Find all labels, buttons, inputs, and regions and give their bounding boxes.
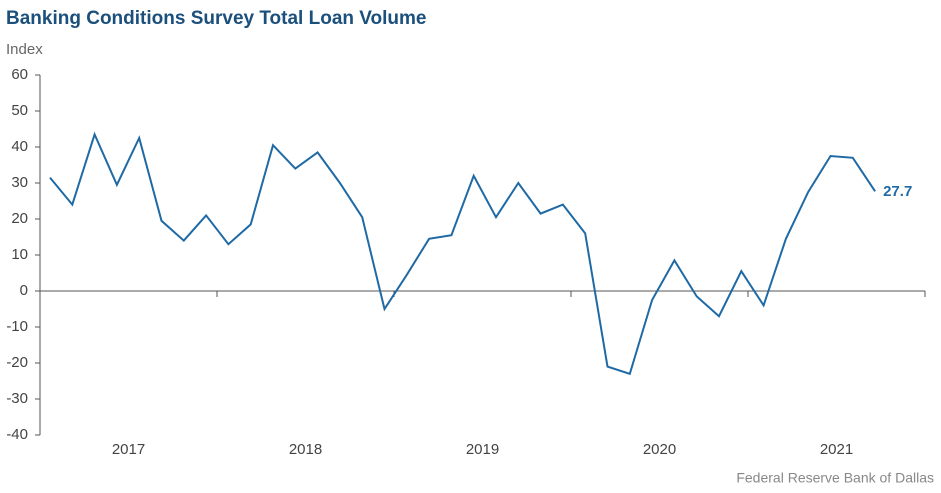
y-tick-label: 40 [11,138,28,155]
y-tick-label: 60 [11,66,28,83]
x-tick-label: 2019 [466,441,499,458]
y-tick-label: -40 [6,426,28,443]
x-tick-label: 2020 [643,441,676,458]
x-tick-label: 2017 [112,441,145,458]
y-tick-label: 0 [20,282,28,299]
x-tick-label: 2018 [289,441,322,458]
y-tick-label: -30 [6,390,28,407]
y-tick-label: 30 [11,174,28,191]
y-tick-label: 20 [11,210,28,227]
y-tick-label: 50 [11,102,28,119]
x-tick-label: 2021 [820,441,853,458]
end-value-label: 27.7 [883,183,912,200]
chart-title: Banking Conditions Survey Total Loan Vol… [6,8,427,29]
y-tick-label: 10 [11,246,28,263]
y-tick-label: -20 [6,354,28,371]
data-line [49,131,876,376]
y-axis-label: Index [6,41,43,58]
source: Federal Reserve Bank of Dallas [736,470,934,486]
y-tick-label: -10 [6,318,28,335]
